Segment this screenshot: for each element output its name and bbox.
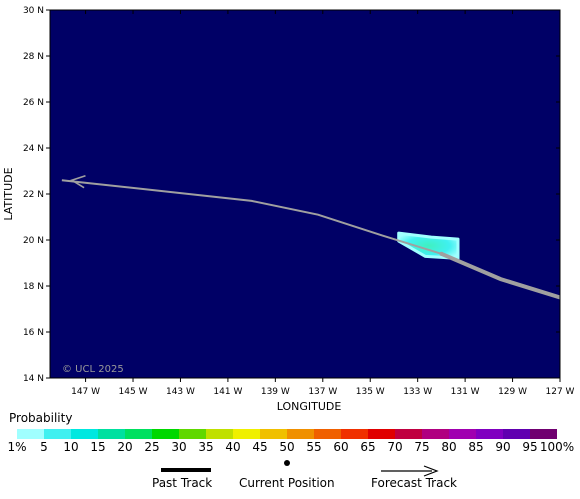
- y-tick-label: 28 N: [23, 52, 44, 62]
- color-bar-label: 60: [333, 440, 349, 454]
- color-bar-segment: [152, 429, 179, 439]
- color-bar-segment: [314, 429, 341, 439]
- color-bar-label: 65: [360, 440, 376, 454]
- x-tick-label: 135 W: [356, 387, 385, 397]
- x-tick-label: 127 W: [546, 387, 575, 397]
- y-tick-label: 18 N: [23, 282, 44, 292]
- color-bar-segment: [44, 429, 71, 439]
- y-tick-label: 20 N: [23, 236, 44, 246]
- map-background: [50, 10, 560, 378]
- past-track-line: [440, 251, 560, 300]
- color-bar-label: 100%: [539, 440, 575, 454]
- color-bar-segment: [233, 429, 260, 439]
- x-axis-title: LONGITUDE: [277, 400, 342, 413]
- past-track-key-label: Past Track: [152, 476, 213, 490]
- y-tick-label: 30 N: [23, 6, 44, 16]
- color-bar-label: 40: [225, 440, 241, 454]
- x-tick-label: 139 W: [261, 387, 290, 397]
- color-bar-label: 80: [441, 440, 457, 454]
- current-position-key-label: Current Position: [239, 476, 335, 490]
- x-tick-label: 145 W: [119, 387, 148, 397]
- color-bar-label: 10: [63, 440, 79, 454]
- probability-color-bar: [17, 429, 557, 439]
- color-bar-label: 35: [198, 440, 214, 454]
- current-position-key-dot: [284, 460, 290, 466]
- y-tick-label: 22 N: [23, 190, 44, 200]
- color-bar-segment: [260, 429, 287, 439]
- color-bar-label: 5: [40, 440, 48, 454]
- color-bar-segment: [71, 429, 98, 439]
- forecast-track-line: [61, 179, 442, 255]
- legend-title: Probability: [9, 411, 73, 425]
- color-bar-segment: [179, 429, 206, 439]
- color-bar-label: 50: [279, 440, 295, 454]
- color-bar-label: 25: [144, 440, 160, 454]
- color-bar-segment: [368, 429, 395, 439]
- y-tick-label: 26 N: [23, 98, 44, 108]
- x-tick-label: 147 W: [71, 387, 100, 397]
- color-bar-label: 45: [252, 440, 268, 454]
- color-bar-segment: [125, 429, 152, 439]
- color-bar-segment: [476, 429, 503, 439]
- color-bar-segment: [341, 429, 368, 439]
- color-bar-label: 95: [522, 440, 538, 454]
- color-bar-label: 70: [387, 440, 403, 454]
- color-bar-label: 85: [468, 440, 484, 454]
- x-tick-label: 133 W: [403, 387, 432, 397]
- color-bar-segment: [503, 429, 530, 439]
- current-position-marker: [439, 251, 444, 256]
- y-tick-label: 24 N: [23, 144, 44, 154]
- forecast-track-arrowhead: [69, 174, 86, 189]
- color-bar-label: 1%: [7, 440, 27, 454]
- y-tick-label: 14 N: [23, 374, 44, 384]
- color-bar-segment: [287, 429, 314, 439]
- color-bar-segment: [449, 429, 476, 439]
- copyright-text: © UCL 2025: [62, 364, 124, 375]
- y-axis-title: LATITUDE: [2, 167, 15, 220]
- color-bar-label: 55: [306, 440, 322, 454]
- color-bar-segment: [98, 429, 125, 439]
- color-bar-segment: [17, 429, 44, 439]
- past-track-key-line: [161, 468, 211, 472]
- x-tick-label: 143 W: [166, 387, 195, 397]
- color-bar-segment: [422, 429, 449, 439]
- color-bar-segment: [206, 429, 233, 439]
- color-bar-label: 20: [117, 440, 133, 454]
- forecast-track-key-label: Forecast Track: [371, 476, 457, 490]
- color-bar-label: 90: [495, 440, 511, 454]
- color-bar-segment: [530, 429, 557, 439]
- color-bar-label: 15: [90, 440, 106, 454]
- forecast-track-key-arrow: [381, 465, 439, 477]
- color-bar-label: 30: [171, 440, 187, 454]
- x-tick-label: 137 W: [308, 387, 337, 397]
- x-tick-label: 129 W: [498, 387, 527, 397]
- y-tick-label: 16 N: [23, 328, 44, 338]
- color-bar-segment: [395, 429, 422, 439]
- x-tick-label: 131 W: [451, 387, 480, 397]
- x-tick-label: 141 W: [213, 387, 242, 397]
- color-bar-label: 75: [414, 440, 430, 454]
